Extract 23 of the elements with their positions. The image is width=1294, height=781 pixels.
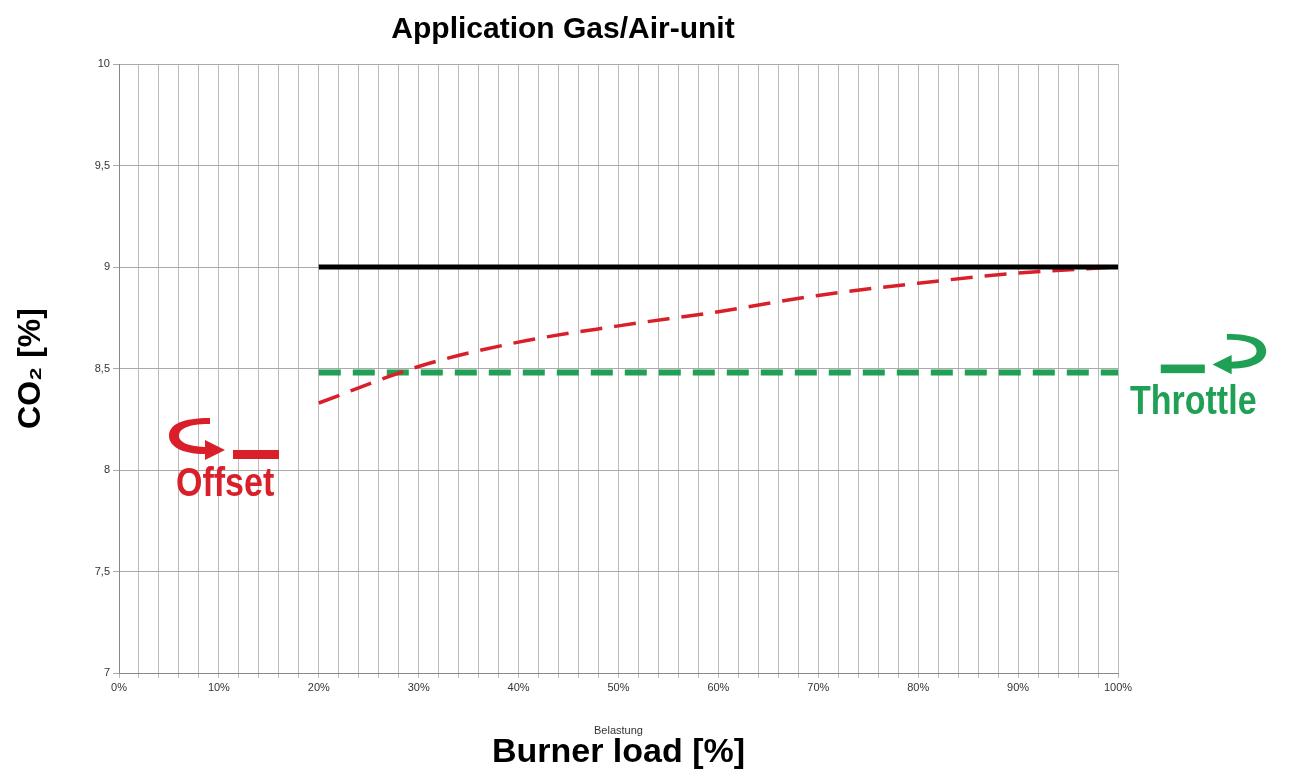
y-tick-label: 8 [103,463,110,476]
x-tick-label: 40% [507,680,530,693]
x-tick-label: 70% [807,680,830,693]
y-tick-label: 9 [103,260,110,273]
x-tick-label: 50% [607,680,630,693]
x-tick-label: 10% [207,680,231,693]
text: Belastung [594,724,643,737]
x-tick-label: 30% [407,680,430,693]
x-tick-label: 60% [707,680,730,693]
x-tick-label: 80% [907,680,930,693]
y-tick-label: 7,5 [94,564,110,577]
y-axis-title: CO₂ [%] [11,308,48,429]
x-tick-label: 100% [1103,680,1133,693]
y-tick-label: 9,5 [94,158,110,171]
x-tick-label: 20% [307,680,331,693]
annotation: Offset [176,460,275,504]
y-tick-label: 7 [103,666,110,679]
y-tick-label: 10 [97,57,110,70]
chart-title: Application Gas/Air-unit [391,11,735,45]
x-tick-label: 90% [1007,680,1030,693]
y-tick-label: 8,5 [94,361,110,374]
x-tick-label: 0% [111,680,128,693]
text: Throttle [1130,378,1257,422]
